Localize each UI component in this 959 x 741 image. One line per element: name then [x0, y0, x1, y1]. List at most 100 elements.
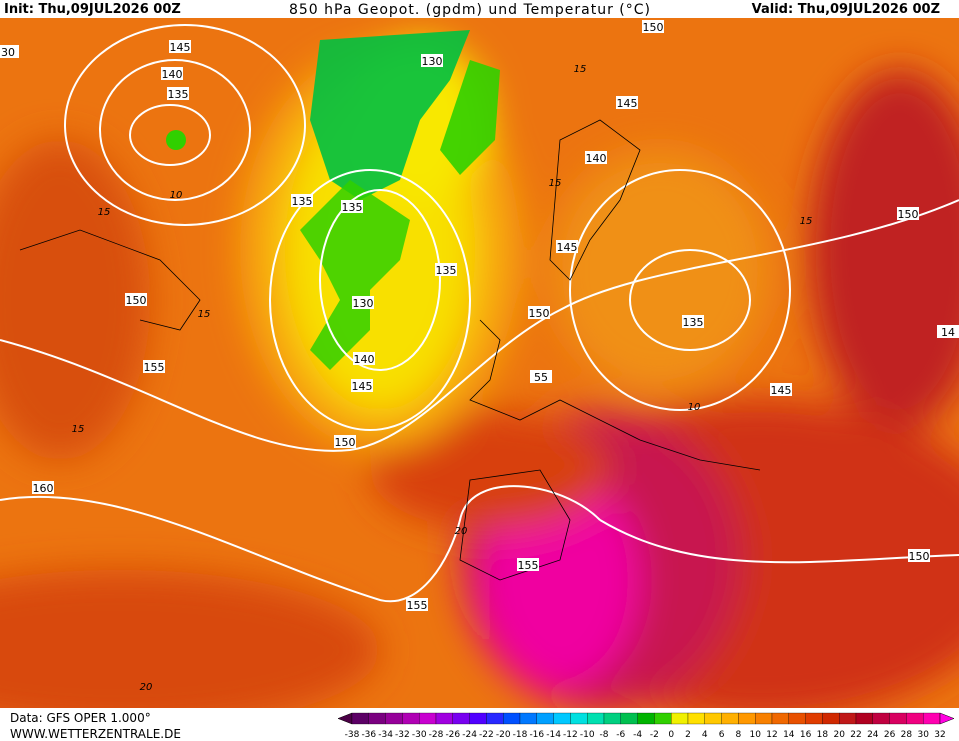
- isobar-label: 150: [529, 307, 550, 320]
- isobar-label-bg: [937, 325, 959, 338]
- isobar-label: 55: [534, 371, 548, 384]
- isobar-label: 145: [352, 380, 373, 393]
- legend-label: -10: [580, 730, 595, 740]
- legend-swatch: [536, 712, 554, 725]
- isobar-label-bg: [642, 20, 664, 33]
- legend-label: 8: [736, 730, 742, 740]
- isotherm-label: 15: [198, 309, 211, 320]
- legend-swatch: [839, 712, 857, 725]
- legend-label: -26: [445, 730, 460, 740]
- legend-swatch: [906, 712, 924, 725]
- isobar-label-bg: [334, 435, 356, 448]
- legend-label: -38: [345, 730, 360, 740]
- legend-label: 2: [685, 730, 691, 740]
- legend-swatch: [419, 712, 437, 725]
- legend-label: -18: [513, 730, 528, 740]
- isotherm-label: 10: [688, 402, 701, 413]
- isobar-label: 150: [126, 294, 147, 307]
- legend-swatch: [805, 712, 823, 725]
- isobar-label-bg: [353, 352, 375, 365]
- isobar-label-bg: [351, 379, 373, 392]
- isobar-label: 150: [909, 550, 930, 563]
- legend-swatch: [755, 712, 773, 725]
- legend-label: -22: [479, 730, 494, 740]
- legend-label: -32: [395, 730, 410, 740]
- isobar-label-bg: [682, 315, 704, 328]
- isobar-label: 150: [643, 21, 664, 34]
- isobar-label-bg: [897, 207, 919, 220]
- isobar-label: 130: [353, 297, 374, 310]
- isobar-label: 155: [407, 599, 428, 612]
- isobar-label-bg: [770, 383, 792, 396]
- legend-label: 18: [817, 730, 829, 740]
- isobar-label-bg: [616, 96, 638, 109]
- legend-label: -6: [616, 730, 625, 740]
- legend-swatch: [570, 712, 588, 725]
- legend-swatch: [351, 712, 369, 725]
- legend-swatch: [637, 712, 655, 725]
- isobar-label: 135: [342, 201, 363, 214]
- legend-label: 26: [884, 730, 896, 740]
- isobar-label: 150: [335, 436, 356, 449]
- legend-swatch: [486, 712, 504, 725]
- legend-swatch: [704, 712, 722, 725]
- legend-swatch: [368, 712, 386, 725]
- legend-swatch: [822, 712, 840, 725]
- legend-swatch: [402, 712, 420, 725]
- init-time: Init: Thu,09JUL2026 00Z: [4, 2, 181, 17]
- isobar-label-bg: [528, 306, 550, 319]
- isobar-label-bg: [908, 549, 930, 562]
- isotherm-label: 15: [574, 64, 587, 75]
- isobar-label: 140: [586, 152, 607, 165]
- isobar-label-bg: [32, 481, 54, 494]
- legend-swatch: [587, 712, 605, 725]
- isobar-label: 155: [144, 361, 165, 374]
- map: [0, 18, 959, 708]
- legend-label: -14: [546, 730, 561, 740]
- legend-swatch: [469, 712, 487, 725]
- isobar-label-bg: [291, 194, 313, 207]
- isobar-label-bg: [352, 296, 374, 309]
- isobar-label-bg: [125, 293, 147, 306]
- legend-swatch: [603, 712, 621, 725]
- isobar-label: 145: [557, 241, 578, 254]
- isobar-label-bg: [0, 45, 19, 58]
- legend-label: -12: [563, 730, 578, 740]
- isobar-label-bg: [143, 360, 165, 373]
- legend-label: 20: [833, 730, 845, 740]
- legend-label: 14: [783, 730, 795, 740]
- legend-label: 10: [749, 730, 761, 740]
- isobar-label: 140: [354, 353, 375, 366]
- legend-label: 24: [867, 730, 879, 740]
- legend-label: 30: [917, 730, 929, 740]
- isobar-label-bg: [341, 200, 363, 213]
- legend-label: 0: [668, 730, 674, 740]
- legend-label: -36: [361, 730, 376, 740]
- legend-swatch: [721, 712, 739, 725]
- legend-swatch: [788, 712, 806, 725]
- isotherm-label: 15: [98, 207, 111, 218]
- legend-label: -28: [429, 730, 444, 740]
- isotherm-label: 15: [72, 424, 85, 435]
- legend-swatch: [889, 712, 907, 725]
- legend-swatch: [855, 712, 873, 725]
- legend-label: 16: [800, 730, 812, 740]
- isobar-label: 155: [518, 559, 539, 572]
- isobar-label-bg: [161, 67, 183, 80]
- legend-label: -24: [462, 730, 477, 740]
- isobar-label: 135: [436, 264, 457, 277]
- isobar-label-bg: [517, 558, 539, 571]
- legend-swatch: [519, 712, 537, 725]
- legend-swatch: [872, 712, 890, 725]
- isobar-label-bg: [421, 54, 443, 67]
- legend-swatch: [435, 712, 453, 725]
- isobar-label: 145: [617, 97, 638, 110]
- isotherm-label: 15: [800, 216, 813, 227]
- color-legend: -38 -36 -34 -32 -30 -28 -26 -24 -22 -20 -18 -16 -14-…: [337, 712, 955, 740]
- legend-label: -8: [600, 730, 609, 740]
- legend-swatch: [687, 712, 705, 725]
- isotherm-label: 20: [455, 526, 468, 537]
- legend-label: -4: [633, 730, 642, 740]
- isobar-label: 14: [941, 326, 955, 339]
- legend-swatch: [553, 712, 571, 725]
